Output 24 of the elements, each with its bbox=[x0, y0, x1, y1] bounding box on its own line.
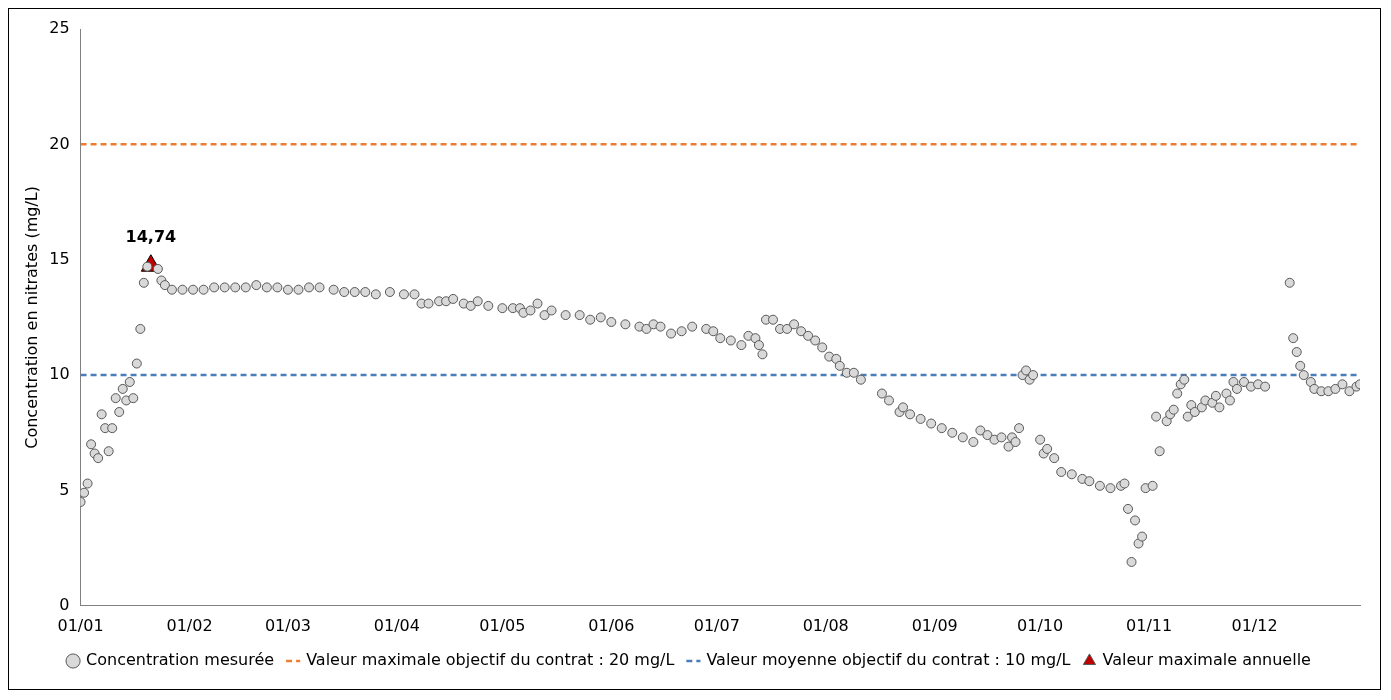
y-tick-label: 20 bbox=[49, 133, 70, 153]
x-tick-label: 01/03 bbox=[264, 615, 311, 635]
x-tick-label: 01/04 bbox=[373, 615, 420, 635]
x-tick-label: 01/02 bbox=[166, 615, 213, 635]
x-tick-label: 01/09 bbox=[911, 615, 958, 635]
y-tick-label: 10 bbox=[49, 364, 70, 384]
x-tick-label: 01/05 bbox=[479, 615, 526, 635]
x-tick-label: 01/07 bbox=[693, 615, 740, 635]
legend-label: Valeur maximale annuelle bbox=[1102, 650, 1311, 670]
y-tick-label: 5 bbox=[59, 479, 70, 499]
y-axis-title: Concentration en nitrates (mg/L) bbox=[21, 186, 41, 449]
legend-label: Concentration mesurée bbox=[86, 650, 275, 670]
x-tick-label: 01/08 bbox=[802, 615, 849, 635]
x-tick-label: 01/10 bbox=[1017, 615, 1064, 635]
y-tick-label: 15 bbox=[49, 248, 70, 268]
x-tick-label: 01/11 bbox=[1126, 615, 1173, 635]
legend-label: Valeur moyenne objectif du contrat : 10 mg/L bbox=[706, 650, 1071, 670]
x-tick-label: 01/06 bbox=[588, 615, 635, 635]
y-tick-label: 25 bbox=[49, 18, 70, 38]
x-tick-label: 01/12 bbox=[1231, 615, 1278, 635]
x-tick-label: 01/01 bbox=[57, 615, 104, 635]
data-label: 14,74 bbox=[125, 226, 177, 246]
y-tick-label: 0 bbox=[59, 594, 70, 614]
legend-label: Valeur maximale objectif du contrat : 20 mg/L bbox=[306, 650, 675, 670]
